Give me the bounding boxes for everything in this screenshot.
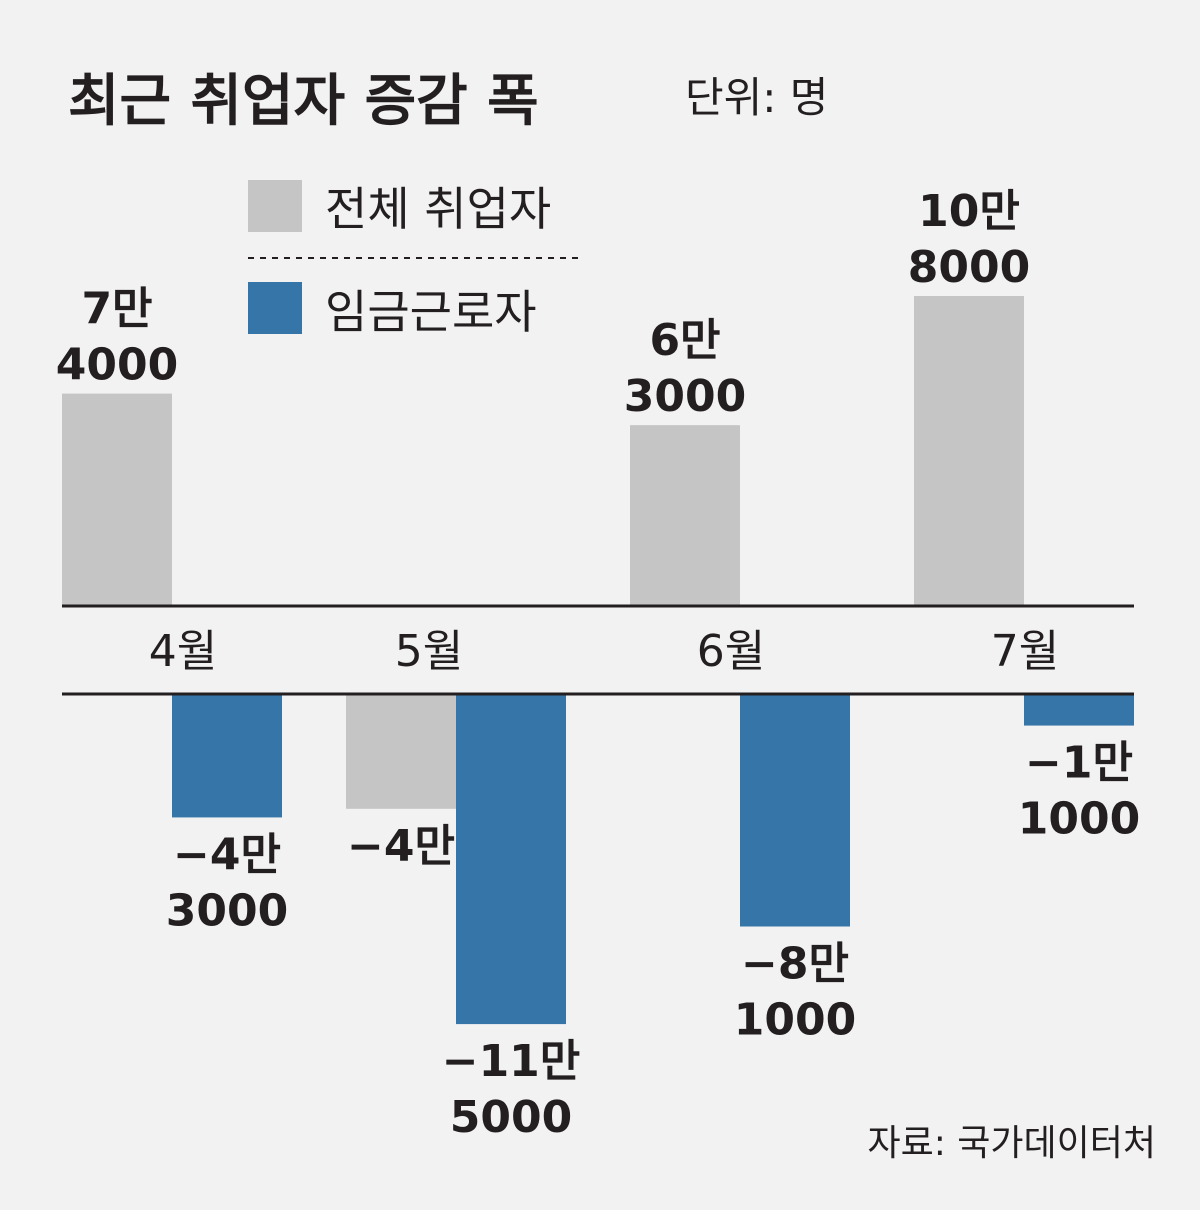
- bar-total-1: [346, 694, 456, 809]
- value-label-wage-0-1: 3000: [166, 885, 288, 936]
- value-label-wage-2-1: 1000: [734, 995, 856, 1046]
- month-label-3: 7월: [991, 626, 1059, 677]
- value-label-total-3-0: 10만: [918, 186, 1020, 237]
- bar-wage-3: [1024, 694, 1134, 726]
- legend-label-total: 전체 취업자: [325, 182, 551, 236]
- value-label-total-2-1: 3000: [624, 371, 746, 422]
- bar-total-2: [630, 425, 740, 606]
- source-note: 자료: 국가데이터처: [867, 1123, 1156, 1164]
- value-label-wage-0-0: −4만: [173, 829, 281, 880]
- value-label-wage-2-0: −8만: [741, 939, 849, 990]
- value-label-wage-3-1: 1000: [1018, 794, 1140, 845]
- value-label-total-1-0: −4만: [347, 821, 455, 872]
- value-label-total-3-1: 8000: [908, 242, 1030, 293]
- bar-total-0: [62, 393, 172, 606]
- month-label-1: 5월: [395, 626, 463, 677]
- legend: 전체 취업자 임금근로자: [248, 180, 578, 339]
- legend-swatch-wage: [248, 282, 302, 334]
- chart-title: 최근 취업자 증감 폭: [68, 69, 539, 134]
- value-label-total-0-1: 4000: [56, 340, 178, 391]
- bar-wage-2: [740, 694, 850, 927]
- value-label-wage-1-1: 5000: [450, 1092, 572, 1143]
- value-label-wage-1-0: −11만: [442, 1036, 581, 1087]
- bar-total-3: [914, 296, 1024, 606]
- legend-swatch-total: [248, 180, 302, 232]
- bar-wage-1: [456, 694, 566, 1025]
- value-label-total-2-0: 6만: [649, 315, 720, 366]
- value-label-wage-3-0: −1만: [1025, 738, 1133, 789]
- unit-label: 단위: 명: [685, 73, 828, 122]
- value-label-total-0-0: 7만: [81, 284, 152, 335]
- month-label-0: 4월: [149, 626, 217, 677]
- value-labels-group: 7만4000−4만6만300010만8000−4만3000−11만5000−8만…: [56, 186, 1140, 1143]
- month-labels-group: 4월 5월 6월 7월: [149, 626, 1059, 677]
- month-label-2: 6월: [697, 626, 765, 677]
- legend-label-wage: 임금근로자: [325, 285, 537, 339]
- bar-wage-0: [172, 694, 282, 818]
- bars-group: [62, 296, 1134, 1025]
